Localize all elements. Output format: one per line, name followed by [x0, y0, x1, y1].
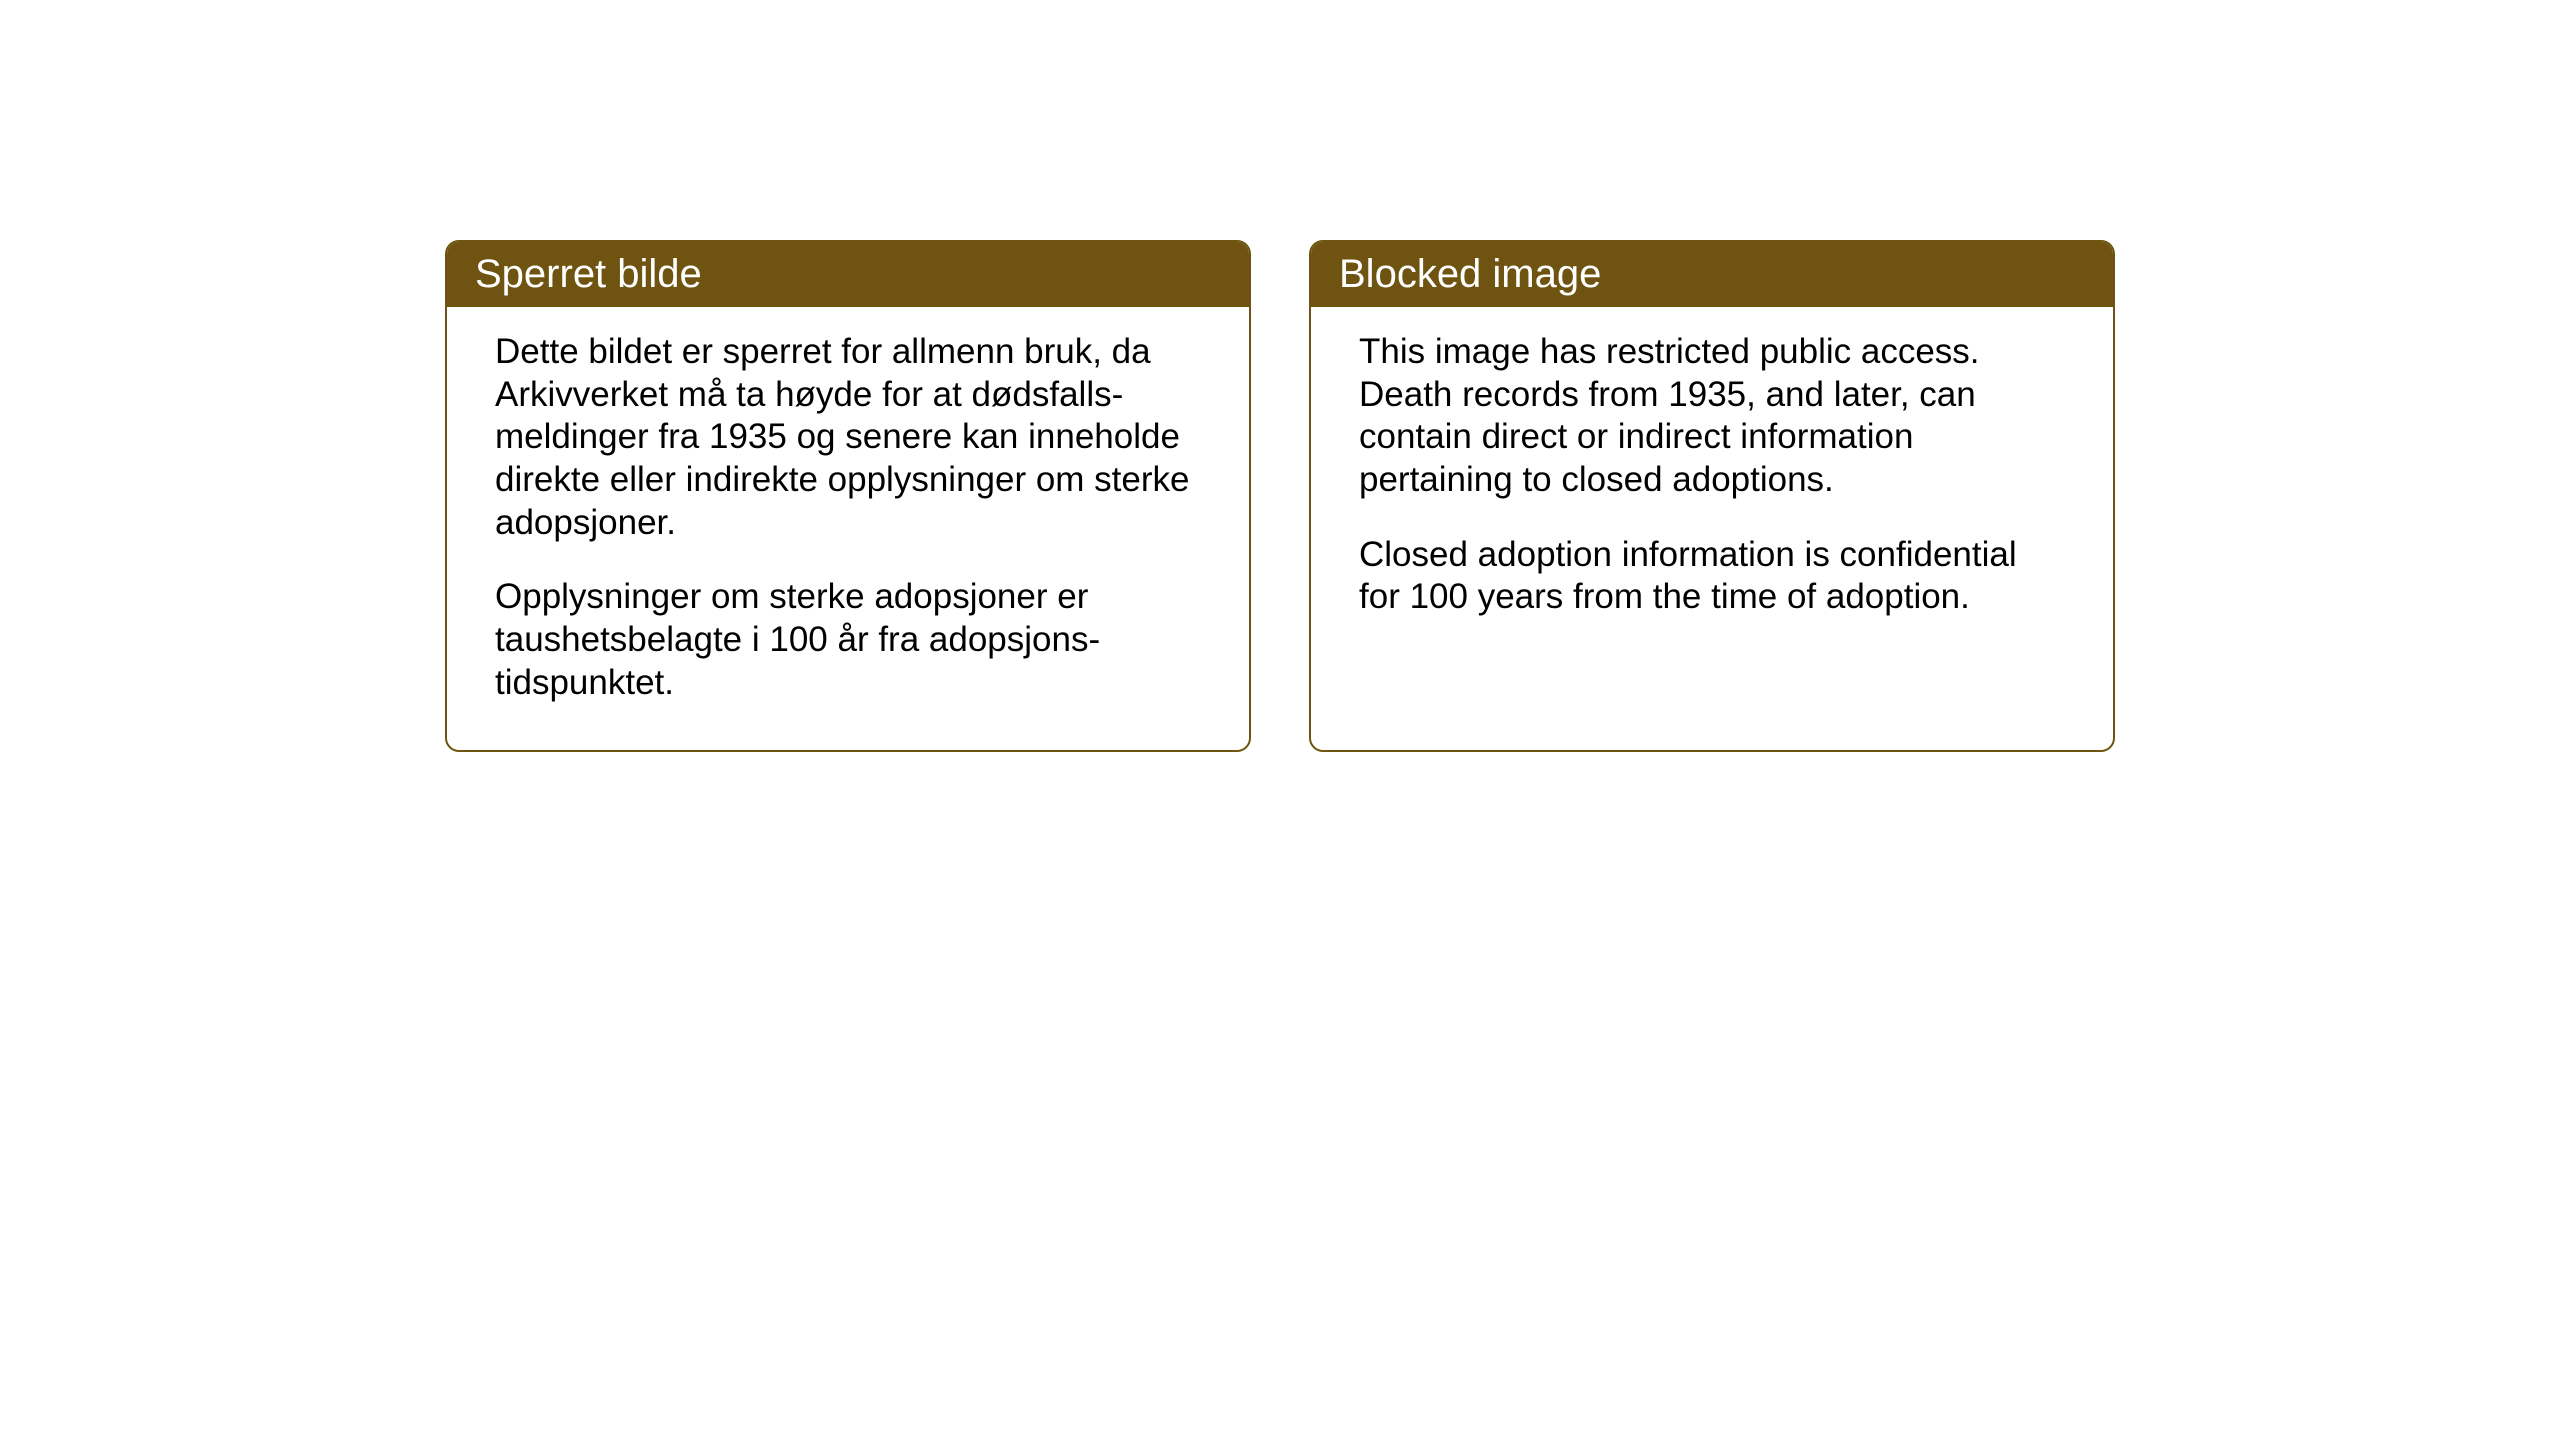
card-title-norwegian: Sperret bilde: [475, 252, 702, 296]
card-paragraph-2-english: Closed adoption information is confident…: [1359, 534, 2065, 619]
notice-container: Sperret bilde Dette bildet er sperret fo…: [445, 240, 2115, 752]
card-header-norwegian: Sperret bilde: [447, 242, 1249, 307]
card-body-norwegian: Dette bildet er sperret for allmenn bruk…: [447, 307, 1249, 741]
card-paragraph-1-norwegian: Dette bildet er sperret for allmenn bruk…: [495, 331, 1201, 544]
notice-card-norwegian: Sperret bilde Dette bildet er sperret fo…: [445, 240, 1251, 752]
notice-card-english: Blocked image This image has restricted …: [1309, 240, 2115, 752]
card-header-english: Blocked image: [1311, 242, 2113, 307]
card-paragraph-1-english: This image has restricted public access.…: [1359, 331, 2065, 502]
card-body-english: This image has restricted public access.…: [1311, 307, 2113, 655]
card-paragraph-2-norwegian: Opplysninger om sterke adopsjoner er tau…: [495, 576, 1201, 704]
card-title-english: Blocked image: [1339, 252, 1601, 296]
